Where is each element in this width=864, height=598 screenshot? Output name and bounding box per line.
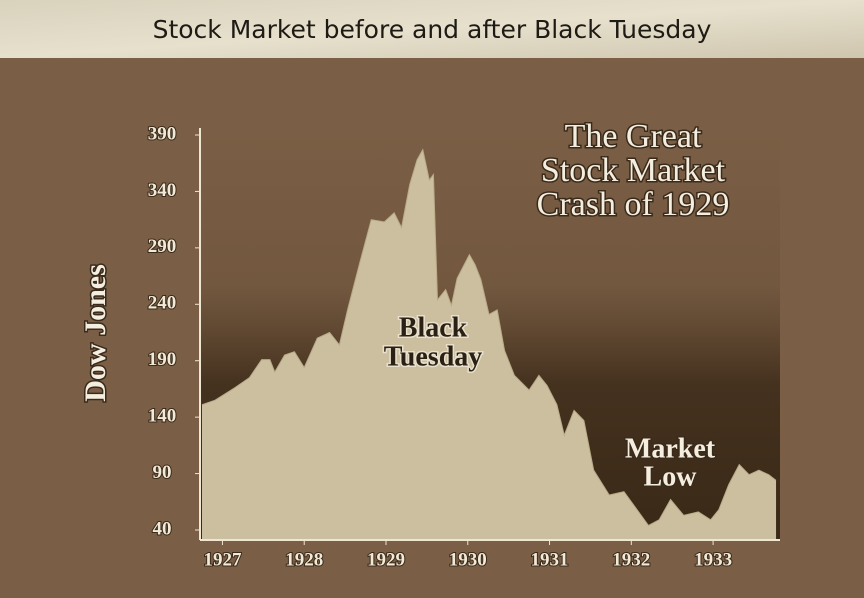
x-tick-label: 1927 <box>203 549 242 570</box>
annotation-line: Black <box>399 312 468 343</box>
y-tick-label: 140 <box>148 406 177 427</box>
y-tick-label: 240 <box>148 293 177 314</box>
y-tick-label: 340 <box>148 180 177 201</box>
x-tick-label: 1929 <box>367 549 405 570</box>
plot: 40 90 140 190 240 290 340 390 1927 1928 1929 1930 19… <box>147 122 780 571</box>
x-tick-label: 1932 <box>612 549 650 570</box>
title-band <box>0 0 864 58</box>
annotation-line: Crash of 1929 <box>537 186 730 223</box>
annotation-line: Low <box>644 461 698 492</box>
annotation-line: Market <box>625 433 716 464</box>
y-axis-label: Dow Jones <box>79 264 112 402</box>
annotation-line: Stock Market <box>541 152 726 189</box>
y-tick-label: 40 <box>153 518 172 539</box>
x-tick-label: 1931 <box>531 549 569 570</box>
x-tick-label: 1930 <box>449 549 487 570</box>
area-fill <box>202 149 777 540</box>
y-tick-label: 190 <box>148 349 177 370</box>
chart-title: Stock Market before and after Black Tues… <box>153 15 712 44</box>
annotation-line: The Great <box>565 118 702 155</box>
y-tick-label: 290 <box>148 236 177 257</box>
y-tick-label: 390 <box>148 123 177 144</box>
y-tick-label: 90 <box>153 462 172 483</box>
x-tick-label: 1933 <box>694 549 732 570</box>
x-tick-label: 1928 <box>285 549 323 570</box>
annotation-line: Tuesday <box>384 341 483 372</box>
area-top-line <box>201 148 777 527</box>
